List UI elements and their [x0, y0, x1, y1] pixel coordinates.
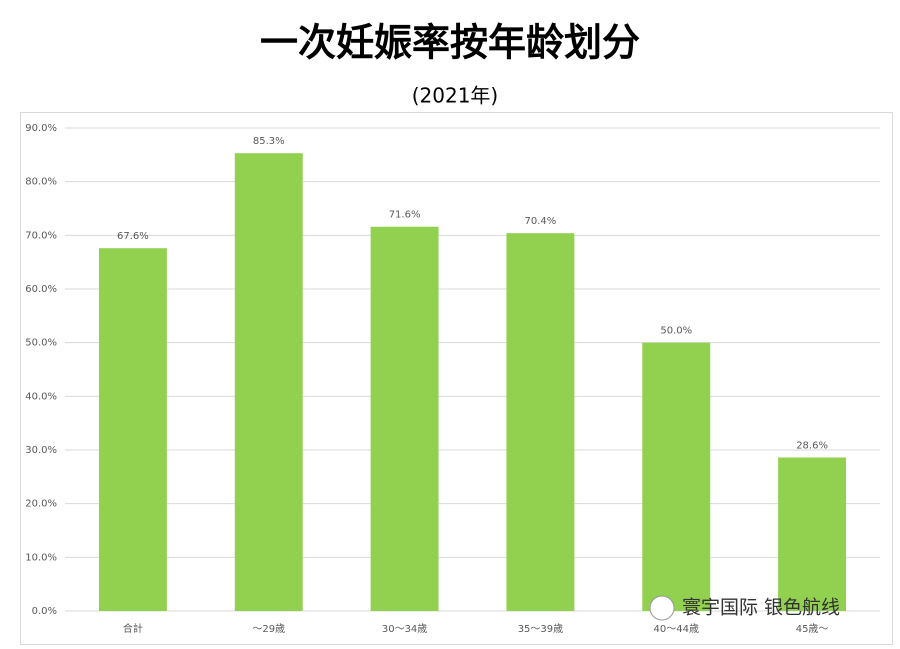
- y-tick-label: 10.0%: [25, 552, 57, 563]
- value-label: 71.6%: [389, 210, 421, 221]
- x-tick-label: 〜29歳: [252, 623, 285, 635]
- bar: [98, 248, 167, 612]
- bar: [370, 226, 439, 611]
- y-tick-label: 0.0%: [32, 606, 57, 617]
- y-tick-label: 60.0%: [25, 284, 57, 295]
- y-tick-label: 80.0%: [25, 177, 57, 188]
- value-label: 50.0%: [660, 326, 692, 337]
- x-tick-label: 45歳〜: [796, 623, 829, 635]
- watermark: 寰宇国际 银色航线: [682, 597, 840, 619]
- y-tick-label: 20.0%: [25, 499, 57, 510]
- x-tick-label: 30〜34歳: [382, 623, 427, 635]
- bar: [778, 457, 847, 611]
- value-label: 67.6%: [117, 231, 149, 242]
- chart-frame: [20, 112, 893, 645]
- y-tick-label: 40.0%: [25, 391, 57, 402]
- x-tick-label: 40〜44歳: [654, 623, 699, 635]
- y-tick-label: 50.0%: [25, 338, 57, 349]
- value-label: 70.4%: [525, 216, 557, 227]
- watermark-icon: [649, 595, 675, 621]
- bar: [506, 233, 575, 612]
- y-tick-label: 70.0%: [25, 230, 57, 241]
- value-label: 85.3%: [253, 136, 285, 147]
- x-tick-label: 合計: [123, 622, 143, 635]
- bar: [642, 342, 711, 611]
- value-label: 28.6%: [796, 441, 828, 452]
- chart-subtitle: (2021年): [412, 84, 499, 108]
- y-tick-label: 90.0%: [25, 123, 57, 134]
- chart-title: 一次妊娠率按年龄划分: [260, 21, 640, 65]
- x-tick-label: 35〜39歳: [518, 623, 563, 635]
- bar: [234, 153, 303, 611]
- y-tick-label: 30.0%: [25, 445, 57, 456]
